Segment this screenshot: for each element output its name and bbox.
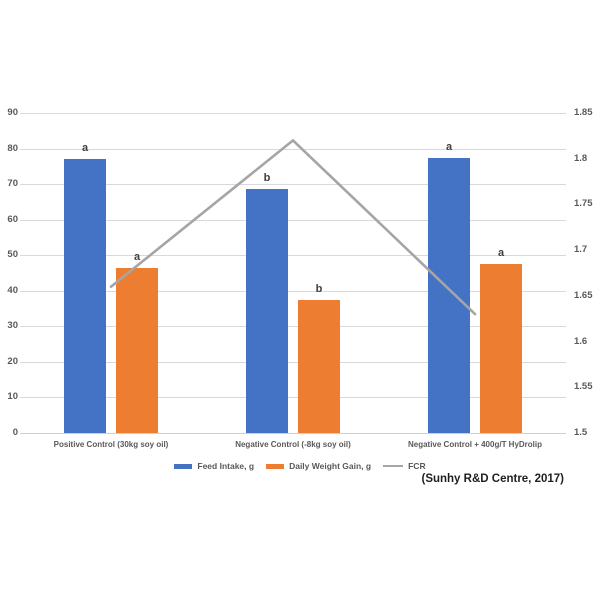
gridline: [20, 397, 566, 399]
category-label: Negative Control + 400g/T HyDrolip: [407, 440, 543, 449]
left-axis-tick-label: 40: [7, 284, 18, 296]
left-axis-tick-label: 20: [7, 355, 18, 367]
left-axis-tick-label: 30: [7, 320, 18, 332]
category-label: Positive Control (30kg soy oil): [53, 440, 169, 449]
daily-weight-gain-bar: [116, 267, 158, 433]
significance-label: b: [315, 282, 323, 295]
feed-intake-bar: [246, 189, 288, 433]
right-axis-tick-label: 1.65: [574, 289, 593, 301]
daily-weight-gain-bar: [480, 264, 522, 433]
right-axis-tick-label: 1.85: [574, 107, 593, 118]
legend-label-feed-intake: Feed Intake, g: [197, 461, 255, 471]
significance-label: a: [445, 140, 453, 153]
right-axis-tick-label: 1.7: [574, 244, 588, 256]
gridline: [20, 326, 566, 328]
feed-intake-bar: [64, 158, 106, 433]
gridline: [20, 361, 566, 363]
legend-item-fcr: FCR: [383, 461, 426, 471]
legend-swatch-fcr: [383, 465, 404, 467]
legend: Feed Intake, g Daily Weight Gain, g FCR: [0, 459, 600, 473]
right-axis-tick-label: 1.6: [574, 335, 588, 347]
significance-label: b: [263, 172, 271, 185]
legend-swatch-feed-intake: [174, 463, 193, 469]
significance-label: a: [497, 247, 505, 260]
significance-label: a: [81, 141, 89, 154]
left-axis-tick-label: 10: [7, 391, 18, 403]
significance-label: a: [133, 250, 141, 263]
left-axis-tick-label: 80: [7, 142, 18, 154]
x-axis-line: [20, 433, 566, 434]
legend-swatch-daily-weight-gain: [266, 463, 285, 469]
left-axis-tick-label: 0: [12, 427, 18, 438]
right-axis-tick-label: 1.75: [574, 198, 593, 210]
left-axis-tick-label: 60: [7, 213, 18, 225]
right-axis-tick-label: 1.5: [574, 427, 588, 438]
left-axis-tick-label: 90: [7, 107, 18, 118]
legend-item-daily-weight-gain: Daily Weight Gain, g: [266, 461, 371, 471]
right-axis-tick-label: 1.55: [574, 381, 593, 393]
left-axis-tick-label: 70: [7, 178, 18, 190]
category-label: Negative Control (-8kg soy oil): [235, 440, 351, 449]
right-axis-tick-label: 1.8: [574, 152, 588, 164]
left-axis-tick-label: 50: [7, 249, 18, 261]
feed-intake-bar: [428, 157, 470, 433]
citation-text: (Sunhy R&D Centre, 2017): [421, 473, 564, 485]
legend-label-daily-weight-gain: Daily Weight Gain, g: [289, 461, 372, 471]
gridline: [20, 113, 566, 114]
daily-weight-gain-bar: [298, 299, 340, 433]
legend-item-feed-intake: Feed Intake, g: [174, 461, 254, 471]
legend-label-fcr: FCR: [408, 461, 426, 471]
